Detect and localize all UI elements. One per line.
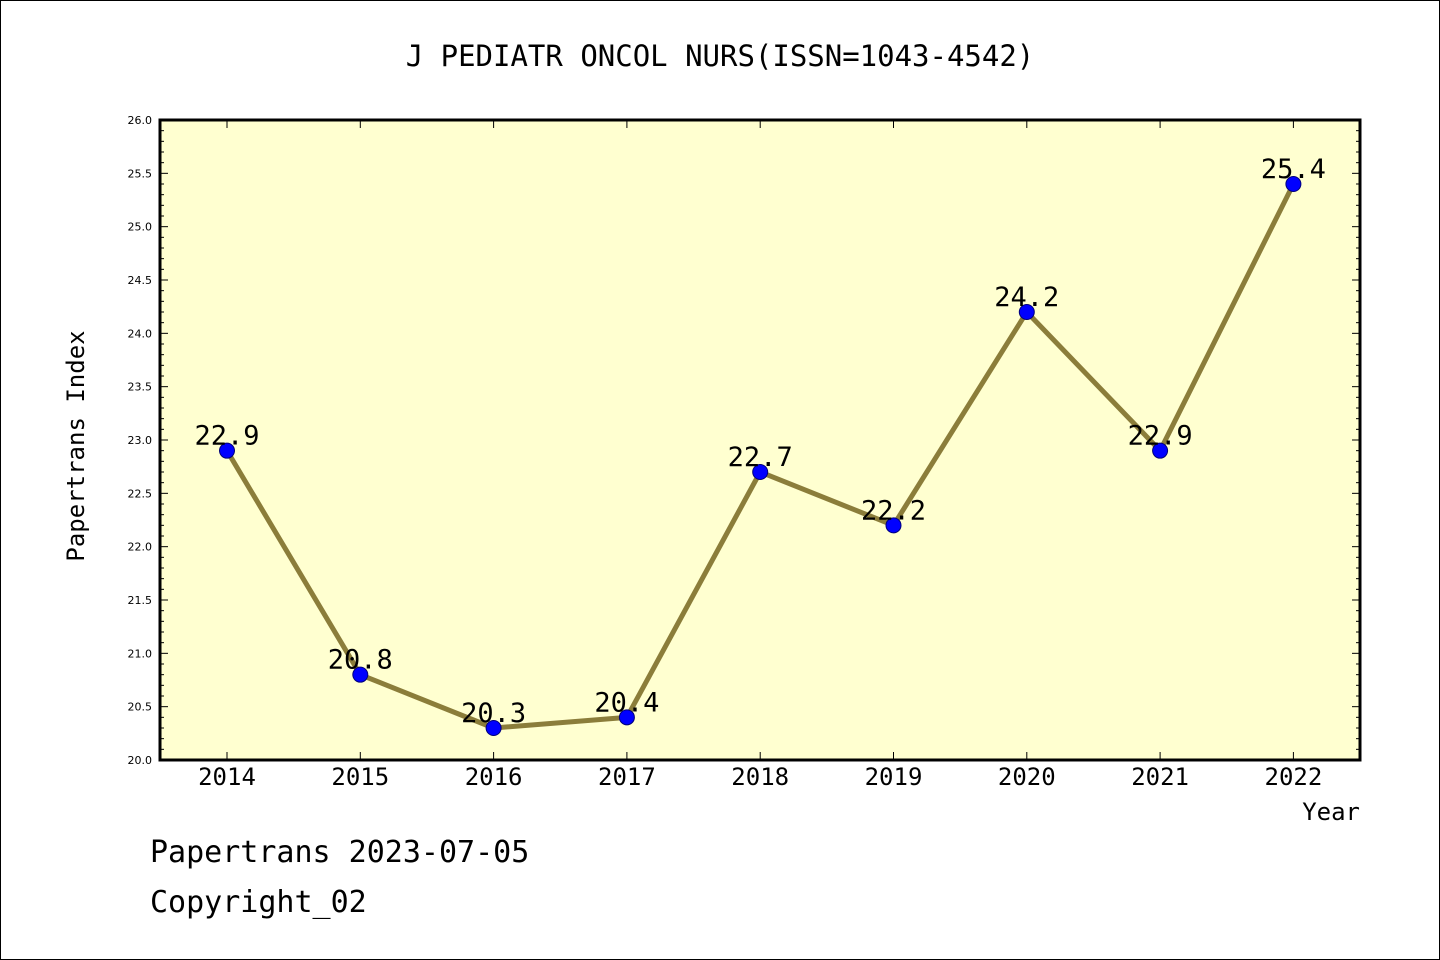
x-tick-label: 2020 — [998, 763, 1056, 791]
y-tick-label: 21.0 — [128, 647, 153, 660]
y-tick-label: 23.5 — [128, 381, 153, 394]
data-point — [485, 720, 502, 736]
y-tick-label: 20.5 — [128, 701, 153, 714]
data-label: 22.2 — [861, 495, 926, 526]
y-tick-label: 22.0 — [128, 541, 153, 554]
x-tick-label: 2014 — [198, 763, 256, 791]
data-point — [1018, 304, 1035, 320]
y-tick-label: 24.5 — [128, 274, 153, 287]
y-tick-label: 20.0 — [128, 754, 153, 767]
y-tick-label: 21.5 — [128, 594, 153, 607]
data-label: 22.7 — [728, 442, 793, 473]
x-tick-label: 2021 — [1131, 763, 1189, 791]
plot-border — [158, 118, 1362, 762]
x-tick-label: 2016 — [465, 763, 523, 791]
data-label: 22.9 — [1128, 421, 1193, 452]
y-tick-label: 25.5 — [128, 167, 153, 180]
data-label: 20.8 — [328, 645, 393, 676]
data-point — [618, 709, 635, 726]
plot-background — [160, 120, 1360, 760]
data-label: 22.9 — [194, 421, 259, 452]
x-tick-label: 2022 — [1265, 763, 1323, 791]
data-point — [1152, 442, 1169, 459]
x-tick-label: 2018 — [731, 763, 789, 791]
x-tick-label: 2015 — [331, 763, 389, 791]
data-point — [752, 464, 769, 480]
y-axis-label: Papertrans Index — [62, 330, 90, 561]
data-label: 20.4 — [594, 687, 659, 718]
chart-title: J PEDIATR ONCOL NURS(ISSN=1043-4542) — [406, 39, 1035, 73]
data-point — [885, 517, 902, 534]
x-tick-label: 2019 — [865, 763, 923, 791]
data-label: 24.2 — [994, 282, 1059, 313]
data-label: 25.4 — [1261, 154, 1326, 185]
y-tick-label: 22.5 — [128, 487, 153, 500]
data-point — [1285, 176, 1302, 192]
y-tick-label: 23.0 — [128, 434, 153, 447]
data-point — [219, 442, 235, 459]
y-tick-label: 26.0 — [128, 114, 153, 127]
data-label: 20.3 — [461, 698, 526, 729]
footer-date: Papertrans 2023-07-05 — [150, 835, 530, 870]
y-tick-label: 25.0 — [128, 221, 153, 234]
data-point — [352, 666, 369, 683]
footer-copyright: Copyright_02 — [150, 885, 367, 920]
y-tick-label: 24.0 — [128, 327, 153, 340]
x-axis-label: Year — [1302, 798, 1360, 826]
x-tick-label: 2017 — [598, 763, 656, 791]
